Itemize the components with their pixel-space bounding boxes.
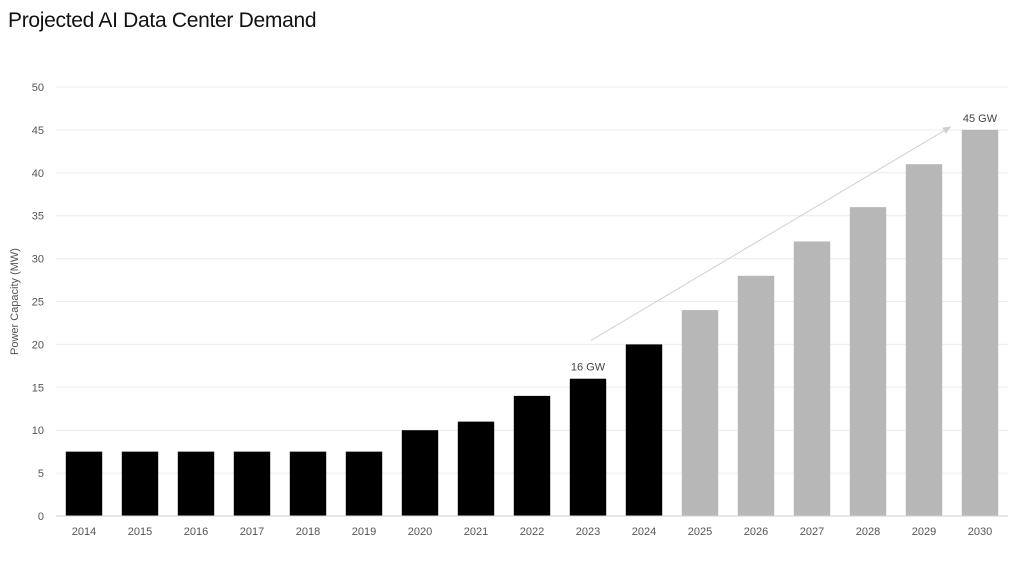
data-label-2030: 45 GW [963,113,998,125]
x-tick-label: 2014 [72,526,96,538]
bar-2016 [177,451,215,516]
bar-2027 [793,241,831,516]
y-tick-label: 45 [32,125,44,137]
bar-2017 [233,451,271,516]
x-tick-label: 2024 [632,526,656,538]
trend-arrow-line [590,126,952,341]
x-tick-label: 2027 [800,526,824,538]
x-tick-label: 2021 [464,526,488,538]
x-tick-label: 2026 [744,526,768,538]
y-tick-label: 10 [32,425,44,437]
bar-2015 [121,451,159,516]
x-tick-label: 2023 [576,526,600,538]
bar-2019 [345,451,383,516]
bar-2030 [961,129,999,516]
bar-2014 [65,451,103,516]
y-tick-label: 30 [32,254,44,266]
trend-arrow-head [942,126,951,134]
y-tick-label: 50 [32,82,44,94]
y-tick-label: 40 [32,168,44,180]
bar-2022 [513,395,551,516]
x-tick-label: 2019 [352,526,376,538]
y-axis-label: Power Capacity (MW) [9,248,21,355]
x-tick-label: 2029 [912,526,936,538]
bar-2025 [681,310,719,516]
y-tick-label: 25 [32,297,44,309]
x-tick-label: 2025 [688,526,712,538]
x-tick-label: 2028 [856,526,880,538]
x-tick-label: 2022 [520,526,544,538]
x-tick-label: 2020 [408,526,432,538]
x-tick-label: 2018 [296,526,320,538]
y-axis-ticks: 0 5 10 15 20 25 30 35 40 45 50 [32,82,44,523]
bar-2018 [289,451,327,516]
y-tick-label: 0 [38,511,44,523]
bar-2029 [905,164,943,516]
x-tick-label: 2016 [184,526,208,538]
bar-2020 [401,430,439,516]
bars [65,129,999,516]
bar-2021 [457,421,495,516]
chart-title: Projected AI Data Center Demand [8,9,317,32]
y-tick-label: 35 [32,211,44,223]
data-label-2023: 16 GW [571,362,606,374]
bar-2028 [849,207,887,516]
x-tick-label: 2017 [240,526,264,538]
y-tick-label: 20 [32,339,44,351]
x-axis-ticks: 2014 2015 2016 2017 2018 2019 2020 2021 2022 2023… [72,526,992,538]
annotations: 16 GW 45 GW [571,113,998,374]
bar-2024 [625,344,663,516]
y-tick-label: 15 [32,382,44,394]
y-tick-label: 5 [38,468,44,480]
x-tick-label: 2030 [968,526,992,538]
x-tick-label: 2015 [128,526,152,538]
bar-2023 [569,378,607,516]
bar-2026 [737,275,775,516]
